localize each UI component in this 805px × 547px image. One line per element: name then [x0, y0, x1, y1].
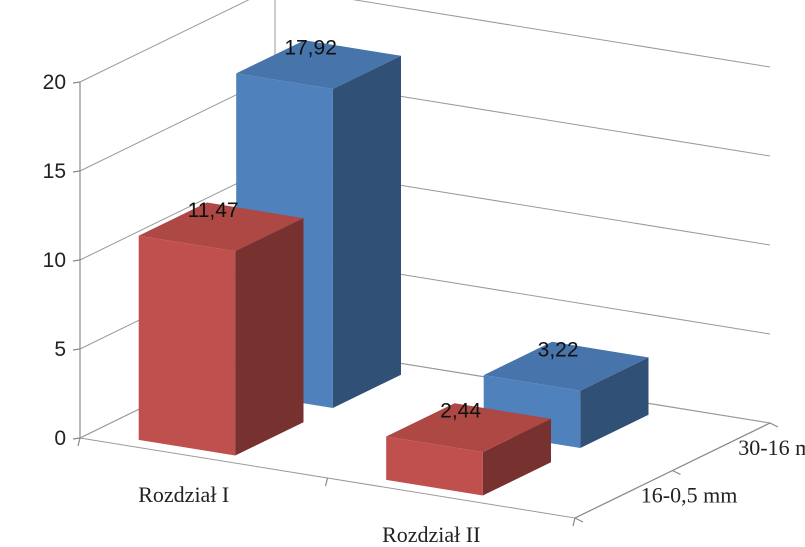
y-tick-mark — [72, 81, 81, 84]
bars — [138, 40, 649, 496]
y-tick-label: 15 — [43, 160, 66, 183]
y-tick-mark — [72, 437, 81, 440]
data-labels: 17,92 3,22 11,47 2,44 — [188, 37, 579, 423]
bar-top-face — [386, 403, 551, 453]
y-tick-mark — [72, 348, 81, 351]
depth-label-front: 16-0,5 mm — [641, 482, 738, 507]
gridline — [79, 75, 771, 172]
y-tick-label: 0 — [54, 427, 66, 450]
y-tick-mark — [72, 170, 81, 173]
data-label: 11,47 — [188, 199, 239, 222]
x-tick-mark — [324, 477, 329, 487]
depth-label-back: 30-16 mm — [738, 435, 805, 460]
bar-top-face — [236, 40, 401, 89]
y-tick-label: 10 — [43, 249, 66, 272]
y-axis: 0 5 10 15 20 — [43, 71, 81, 450]
data-label: 3,22 — [538, 338, 579, 361]
data-label: 2,44 — [440, 400, 481, 423]
bar-side-face — [235, 218, 304, 456]
x-category-label: Rozdział I — [138, 482, 229, 507]
gridline — [79, 0, 771, 83]
bar-side-face — [580, 357, 649, 448]
data-label: 17,92 — [284, 37, 337, 60]
bar-side-face — [482, 418, 551, 496]
depth-tick-mark — [769, 422, 779, 428]
y-tick-label: 20 — [43, 71, 66, 94]
y-tick-label: 5 — [54, 338, 66, 361]
bar — [483, 341, 649, 448]
bar — [138, 202, 304, 456]
x-tick-mark — [77, 437, 81, 447]
bar-top-face — [138, 202, 304, 252]
depth-tick-mark — [672, 469, 681, 476]
bar — [386, 403, 551, 496]
y-tick-mark — [72, 259, 81, 262]
bar-front-face — [386, 436, 483, 496]
x-category-label: Rozdział II — [382, 522, 480, 547]
bar-side-face — [332, 55, 401, 409]
bar-top-face — [483, 341, 649, 391]
x-tick-mark — [572, 517, 576, 527]
x-axis: Rozdział I Rozdział II — [77, 437, 576, 547]
depth-tick-mark — [574, 517, 584, 523]
bar-front-face — [138, 235, 236, 456]
